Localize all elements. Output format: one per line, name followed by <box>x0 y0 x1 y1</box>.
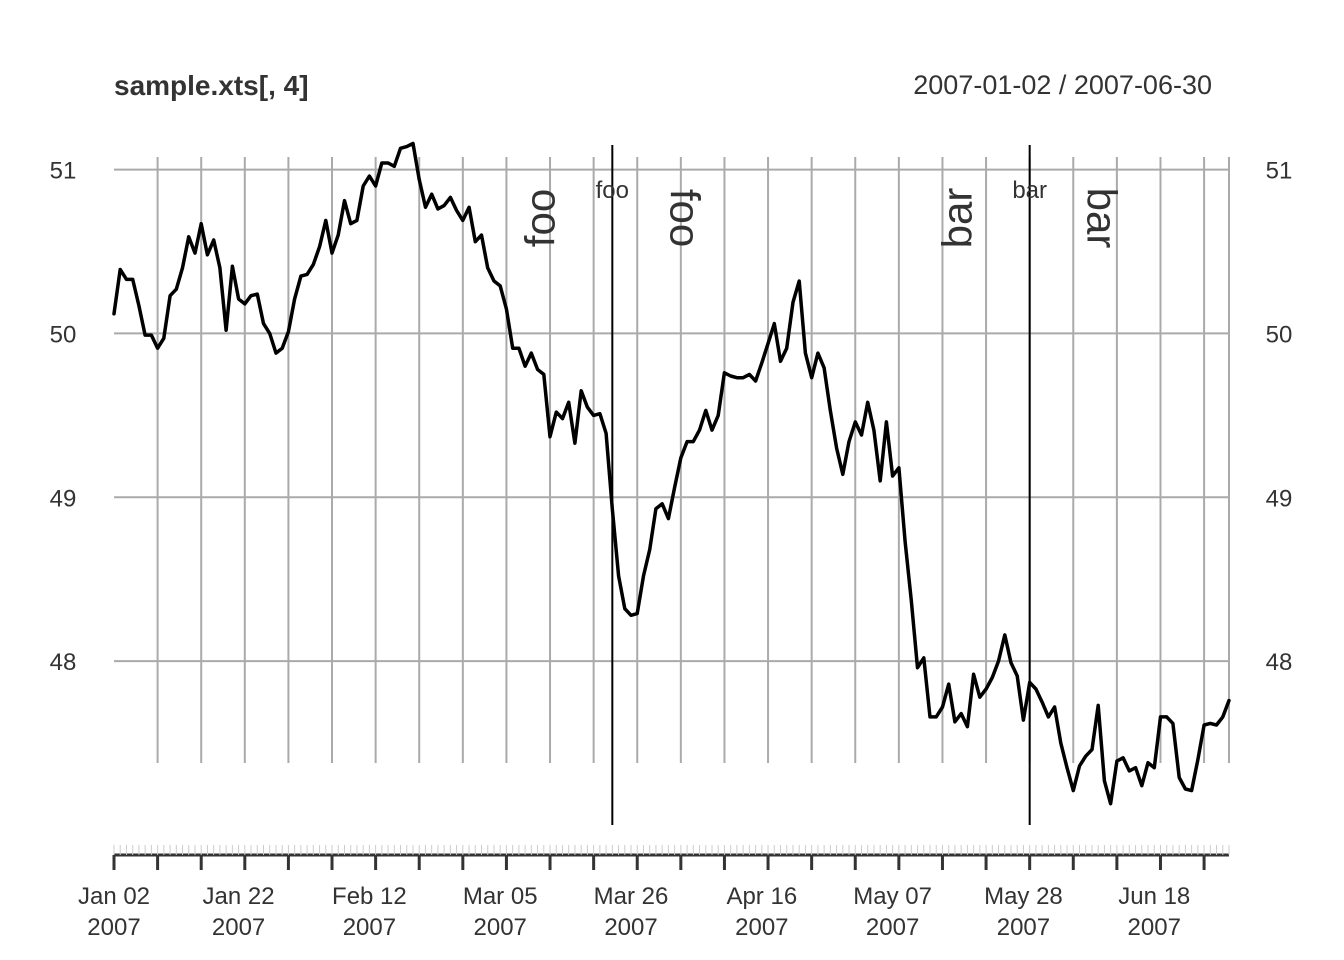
event-label-rotated-left: bar <box>934 188 981 249</box>
x-tick-year-label: 2007 <box>1128 914 1181 941</box>
x-tick-year-label: 2007 <box>474 914 527 941</box>
x-tick-label: Feb 12 <box>332 883 407 910</box>
y-tick-label-right: 50 <box>1266 321 1293 348</box>
y-tick-label-left: 50 <box>50 321 77 348</box>
series <box>112 141 1231 806</box>
x-tick-year-label: 2007 <box>735 914 788 941</box>
x-tick-year-label: 2007 <box>87 914 140 941</box>
x-axis: Jan 02 2007 Jan 22 2007 Feb 12 2007 Mar 05 2007… <box>78 845 1230 941</box>
event-label-rotated-left: foo <box>516 189 563 247</box>
y-axis-labels: 48 48 49 49 50 50 51 51 <box>50 158 1293 677</box>
series-line <box>112 141 1231 806</box>
event-lines: foo foo foo bar bar bar <box>516 145 1126 825</box>
x-tick-label: Jan 22 <box>203 883 275 910</box>
event-label: bar <box>1012 177 1047 204</box>
x-tick-year-label: 2007 <box>343 914 396 941</box>
x-tick-year-label: 2007 <box>212 914 265 941</box>
x-tick-label: Mar 05 <box>463 883 538 910</box>
x-tick-label: May 07 <box>853 883 932 910</box>
x-tick-label: Jan 02 <box>78 883 150 910</box>
x-tick-label: Apr 16 <box>726 883 797 910</box>
date-range-label: 2007-01-02 / 2007-06-30 <box>913 70 1212 100</box>
grid <box>114 157 1230 763</box>
x-tick-label: Jun 18 <box>1118 883 1190 910</box>
event-label-rotated-right: bar <box>1079 188 1126 249</box>
y-tick-label-right: 49 <box>1266 485 1293 512</box>
x-tick-label: May 28 <box>984 883 1063 910</box>
x-tick-year-label: 2007 <box>866 914 919 941</box>
y-tick-label-left: 48 <box>50 649 77 676</box>
y-tick-label-right: 51 <box>1266 158 1293 185</box>
chart-title: sample.xts[, 4] <box>114 70 309 101</box>
y-tick-label-left: 49 <box>50 485 77 512</box>
event-label: foo <box>596 177 629 204</box>
y-tick-label-left: 51 <box>50 158 77 185</box>
x-tick-label: Mar 26 <box>594 883 669 910</box>
x-tick-year-label: 2007 <box>604 914 657 941</box>
event-label-rotated-right: foo <box>661 189 708 247</box>
x-tick-year-label: 2007 <box>997 914 1050 941</box>
y-tick-label-right: 48 <box>1266 649 1293 676</box>
